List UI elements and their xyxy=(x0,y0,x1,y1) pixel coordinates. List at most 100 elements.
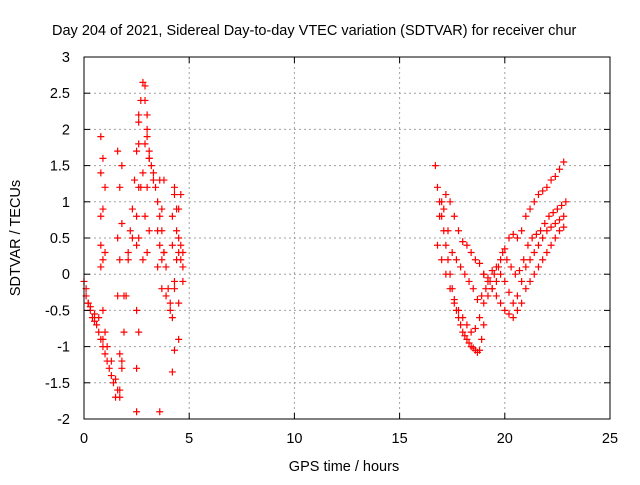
y-tick-label: -2 xyxy=(57,412,70,428)
data-point xyxy=(556,165,564,173)
data-point xyxy=(442,270,450,278)
data-point xyxy=(135,328,143,336)
x-tick-label: 5 xyxy=(185,431,193,447)
data-point xyxy=(497,299,505,307)
data-point xyxy=(436,212,444,220)
data-point xyxy=(154,227,162,235)
data-point xyxy=(501,245,509,253)
data-point xyxy=(530,198,538,206)
data-point xyxy=(558,201,566,209)
data-point xyxy=(168,314,176,322)
data-point xyxy=(152,183,160,191)
data-point xyxy=(97,212,105,220)
data-point xyxy=(118,364,126,372)
data-point xyxy=(145,147,153,155)
data-point xyxy=(156,241,164,249)
data-point xyxy=(88,314,96,322)
data-point xyxy=(160,176,168,184)
data-point xyxy=(438,256,446,264)
data-point xyxy=(433,241,441,249)
grid-layer xyxy=(84,57,610,419)
data-point xyxy=(509,299,517,307)
data-point xyxy=(484,277,492,285)
y-axis-label: SDTVAR / TECUs xyxy=(8,180,24,296)
data-point xyxy=(520,256,528,264)
data-point xyxy=(133,364,141,372)
data-point xyxy=(509,314,517,322)
data-point xyxy=(175,299,183,307)
data-point xyxy=(488,285,496,293)
y-tick-label: 2 xyxy=(62,122,70,138)
data-point xyxy=(133,241,141,249)
x-tick-label: 25 xyxy=(602,431,618,447)
data-point xyxy=(505,234,513,242)
y-tick-label: 1.5 xyxy=(50,159,70,175)
data-point xyxy=(164,285,172,293)
data-point xyxy=(133,306,141,314)
data-point xyxy=(97,169,105,177)
data-point xyxy=(120,328,128,336)
data-point xyxy=(476,259,484,267)
data-point xyxy=(562,198,570,206)
data-point xyxy=(560,158,568,166)
data-point xyxy=(147,162,155,170)
data-point xyxy=(143,133,151,141)
data-point xyxy=(543,248,551,256)
data-point xyxy=(556,227,564,235)
data-point xyxy=(139,78,147,86)
data-point xyxy=(450,212,458,220)
points-layer xyxy=(80,78,570,416)
data-point xyxy=(97,133,105,141)
data-point xyxy=(560,212,568,220)
x-tick-label: 0 xyxy=(80,431,88,447)
data-point xyxy=(179,277,187,285)
data-point xyxy=(492,292,500,300)
data-point xyxy=(162,292,170,300)
data-point xyxy=(114,234,122,242)
data-point xyxy=(488,267,496,275)
data-point xyxy=(551,234,559,242)
data-point xyxy=(175,335,183,343)
data-point xyxy=(457,263,465,271)
data-point xyxy=(168,368,176,376)
data-point xyxy=(177,191,185,199)
data-point xyxy=(133,212,141,220)
data-point xyxy=(461,332,469,340)
data-point xyxy=(135,111,143,119)
y-tick-label: -1 xyxy=(57,340,70,356)
data-point xyxy=(143,111,151,119)
data-point xyxy=(482,285,490,293)
data-point xyxy=(158,205,166,213)
data-point xyxy=(170,277,178,285)
data-point xyxy=(156,212,164,220)
data-point xyxy=(109,379,117,387)
data-point xyxy=(124,256,132,264)
data-point xyxy=(135,118,143,126)
data-point xyxy=(452,256,460,264)
data-point xyxy=(530,270,538,278)
data-point xyxy=(547,176,555,184)
data-point xyxy=(158,285,166,293)
data-point xyxy=(513,292,521,300)
data-point xyxy=(476,314,484,322)
data-point xyxy=(505,288,513,296)
data-point xyxy=(518,277,526,285)
data-point xyxy=(442,191,450,199)
data-point xyxy=(539,234,547,242)
y-tick-label: 3 xyxy=(62,50,70,66)
data-point xyxy=(116,386,124,394)
data-point xyxy=(84,299,92,307)
data-point xyxy=(469,285,477,293)
data-point xyxy=(95,328,103,336)
x-tick-label: 10 xyxy=(286,431,302,447)
data-point xyxy=(143,183,151,191)
data-point xyxy=(170,285,178,293)
data-point xyxy=(173,227,181,235)
data-point xyxy=(135,183,143,191)
data-point xyxy=(553,205,561,213)
data-point xyxy=(534,191,542,199)
data-point xyxy=(141,96,149,104)
data-point xyxy=(465,339,473,347)
data-point xyxy=(524,241,532,249)
